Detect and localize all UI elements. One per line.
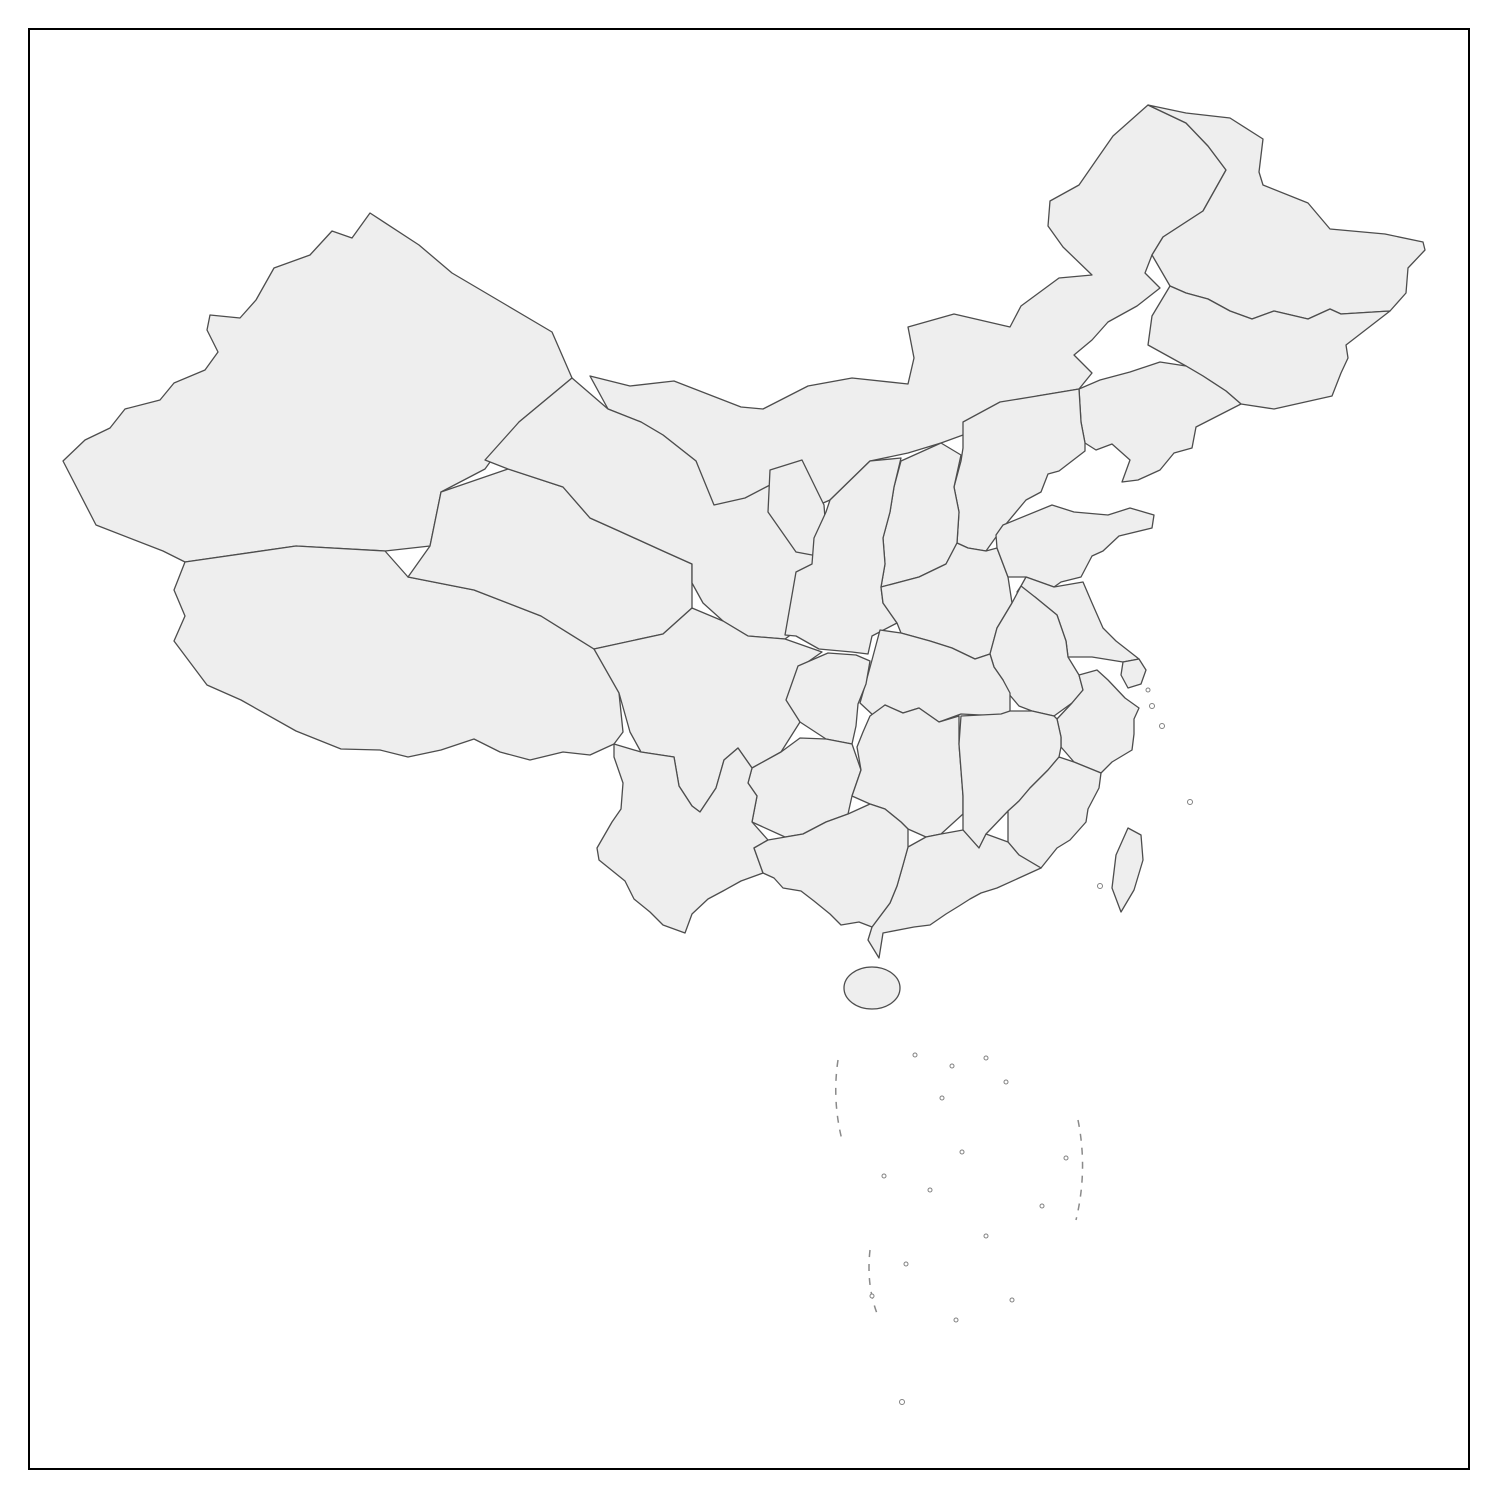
south-china-sea-islands <box>835 1052 1084 1405</box>
legend-swatch <box>66 880 114 922</box>
legend-swatch <box>66 1216 114 1258</box>
legend-swatch <box>66 1006 114 1048</box>
provinces <box>62 104 1426 1010</box>
province-shanghai <box>1120 658 1147 689</box>
province-shandong <box>995 504 1155 588</box>
legend-swatch <box>66 1132 114 1174</box>
legend-row <box>66 1342 128 1384</box>
legend-row <box>66 1174 128 1216</box>
legend-swatch <box>66 1300 114 1342</box>
legend-row <box>66 838 128 880</box>
legend-swatch <box>66 1342 114 1384</box>
legend-swatch <box>66 1258 114 1300</box>
legend-row <box>66 1048 128 1090</box>
legend-row <box>66 1216 128 1258</box>
province-yunnan <box>596 743 769 934</box>
legend-swatch <box>66 1174 114 1216</box>
legend-row <box>66 880 128 922</box>
legend-swatch <box>66 964 114 1006</box>
province-shaanxi <box>784 457 902 655</box>
province-chongqing <box>785 652 871 745</box>
legend-swatch <box>66 1048 114 1090</box>
legend-swatch <box>66 1090 114 1132</box>
province-liaoning <box>1078 361 1242 483</box>
province-zhejiang <box>1056 669 1140 774</box>
province-guangxi <box>753 803 909 928</box>
legend-row <box>66 1006 128 1048</box>
legend-row <box>66 964 128 1006</box>
legend-row <box>66 922 128 964</box>
legend <box>66 810 128 1384</box>
legend-swatch <box>66 838 114 880</box>
province-hainan <box>843 966 901 1010</box>
province-fujian <box>1007 756 1102 869</box>
legend-row <box>66 1090 128 1132</box>
legend-row <box>66 1258 128 1300</box>
legend-row <box>66 1132 128 1174</box>
legend-row <box>66 1300 128 1342</box>
coastal-islands <box>1097 687 1193 889</box>
province-taiwan <box>1111 827 1144 913</box>
legend-swatch <box>66 922 114 964</box>
